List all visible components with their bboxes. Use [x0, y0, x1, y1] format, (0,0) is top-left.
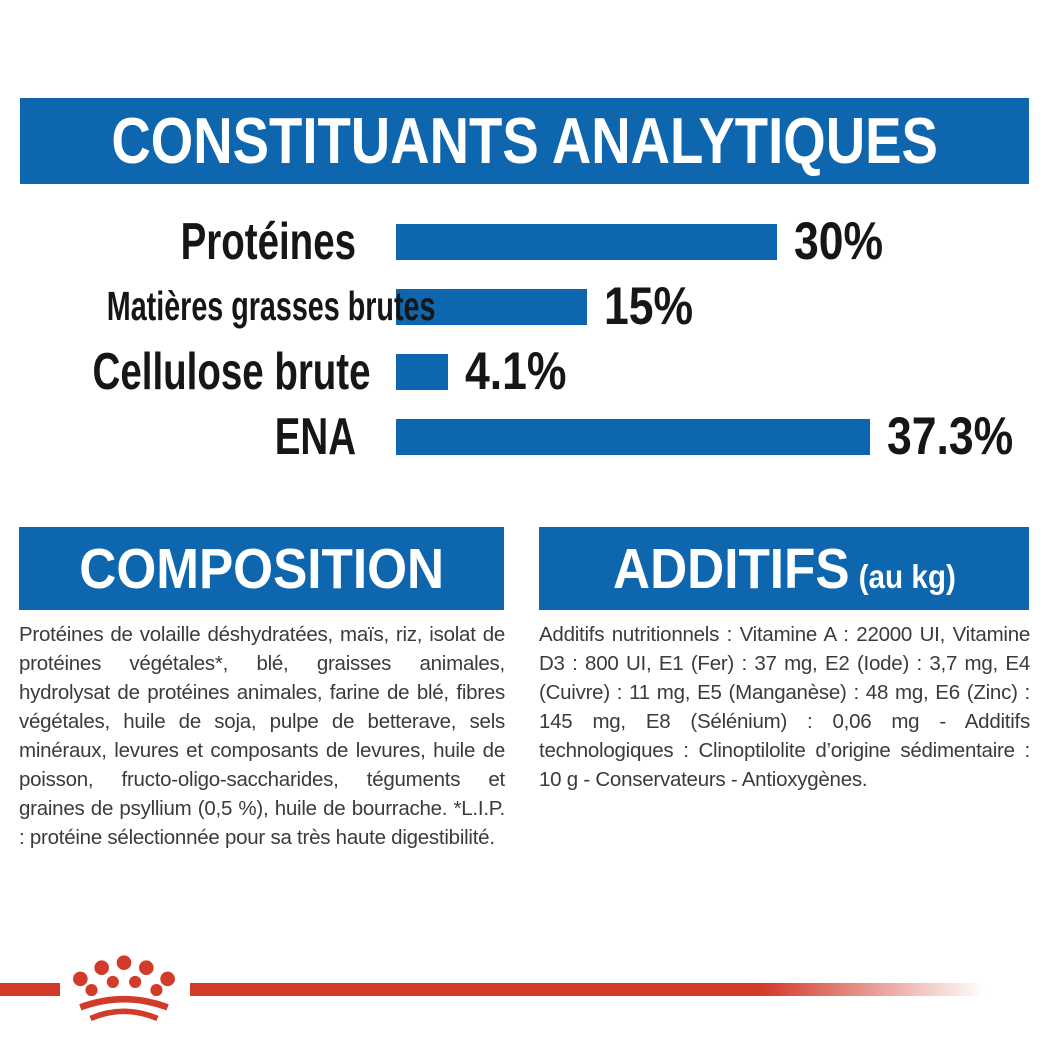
brand-divider-right [190, 983, 985, 996]
category-label: Protéines [180, 212, 356, 271]
composition-header: COMPOSITION [19, 527, 504, 610]
bar [396, 353, 448, 390]
bar [396, 223, 777, 260]
royal-canin-crown-icon [73, 955, 175, 1022]
value-label: 4.1% [465, 342, 567, 401]
additifs-body: Additifs nutritionnels : Vitamine A : 22… [539, 623, 1030, 791]
chart-row: ENA 37.3% [0, 404, 1049, 469]
analytical-constituents-banner: CONSTITUANTS ANALYTIQUES [20, 98, 1029, 184]
bar [396, 418, 870, 455]
category-label: ENA [274, 407, 356, 466]
analytical-constituents-chart: Protéines 30% Matières grasses brutes 15… [0, 209, 1049, 469]
chart-row: Matières grasses brutes 15% [0, 274, 1049, 339]
value-label: 37.3% [887, 407, 1014, 466]
additifs-header: ADDITIFS (au kg) [539, 527, 1029, 610]
value-label: 15% [604, 277, 694, 336]
category-label: Matières grasses brutes [106, 283, 436, 329]
bar [396, 288, 587, 325]
composition-title: COMPOSITION [79, 536, 444, 601]
chart-row: Protéines 30% [0, 209, 1049, 274]
brand-divider-left [0, 983, 60, 996]
composition-body: Protéines de volaille déshydratées, maïs… [19, 623, 505, 849]
additifs-title: ADDITIFS (au kg) [612, 536, 956, 601]
category-label: Cellulose brute [92, 342, 371, 401]
value-label: 30% [794, 212, 884, 271]
banner-title: CONSTITUANTS ANALYTIQUES [111, 104, 938, 178]
additifs-title-suffix: (au kg) [858, 557, 956, 595]
chart-row: Cellulose brute 4.1% [0, 339, 1049, 404]
